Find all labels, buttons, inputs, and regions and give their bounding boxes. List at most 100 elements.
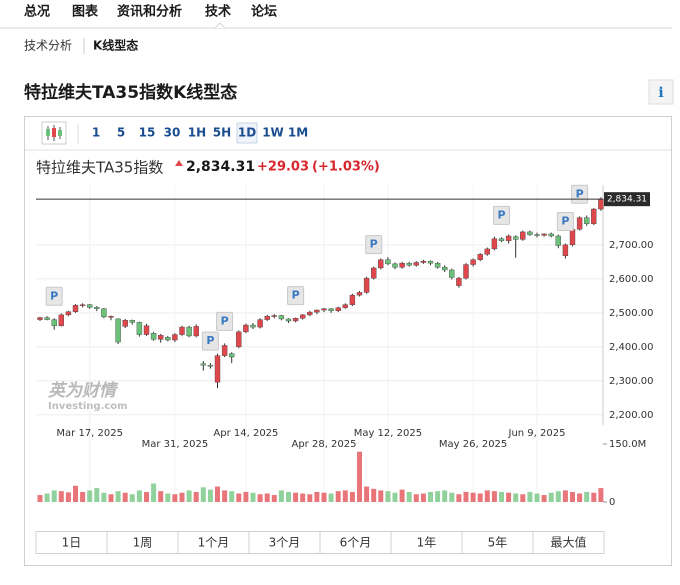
volume-bar [577, 493, 583, 502]
pattern-marker[interactable] [365, 235, 383, 255]
interval-button[interactable]: 1 [92, 126, 100, 140]
interval-button[interactable]: 30 [164, 126, 181, 140]
pattern-marker[interactable] [45, 286, 63, 306]
period-button[interactable]: 1周 [133, 536, 153, 550]
candle-body [413, 262, 419, 266]
volume-bar [129, 494, 135, 502]
volume-tick-label: 150.0M [609, 439, 646, 450]
info-icon: i [658, 85, 663, 101]
pattern-marker[interactable] [493, 205, 510, 225]
pattern-marker[interactable] [287, 286, 305, 306]
x-tick-label: Mar 17, 2025 [56, 428, 123, 439]
volume-bar [364, 486, 370, 502]
info-button[interactable] [648, 79, 674, 105]
price: 2,834.31 [186, 159, 255, 175]
candle-body [470, 259, 476, 265]
candle-body [122, 320, 128, 327]
pattern-marker[interactable] [556, 211, 574, 231]
instrument-name: 特拉维夫TA35指数 [36, 159, 163, 177]
volume-bar [499, 491, 504, 502]
candle-body [356, 292, 363, 296]
volume-bar [101, 492, 107, 502]
candle-body [576, 217, 583, 230]
candle-body [548, 233, 554, 237]
volume-bar [314, 491, 320, 502]
nav-tab[interactable]: 技术 [205, 4, 231, 20]
candle-body [86, 304, 93, 308]
candle-body [200, 363, 207, 366]
volume-bar [541, 495, 547, 502]
candle-body [44, 317, 50, 320]
volume-bar [243, 491, 249, 502]
nav-tab[interactable]: 资讯和分析 [117, 4, 182, 20]
volume-bar [463, 491, 469, 502]
volume-bar [236, 493, 242, 502]
nav-tab[interactable]: 图表 [72, 4, 99, 20]
pattern-label: P [370, 238, 378, 251]
volume-bar [37, 495, 43, 502]
candle-body [498, 238, 505, 241]
period-button[interactable]: 最大值 [550, 535, 586, 550]
pattern-label: P [206, 334, 214, 347]
candle-body [221, 345, 228, 356]
interval-button[interactable]: 1M [288, 126, 308, 140]
period-button[interactable]: 1日 [62, 536, 82, 550]
candle-body [115, 318, 121, 343]
candle-body [264, 316, 270, 320]
last-price-tag [604, 192, 650, 207]
interval-button[interactable]: 15 [139, 126, 156, 140]
candle-body [300, 314, 306, 319]
period-button[interactable]: 1年 [417, 536, 437, 550]
volume-bar [484, 490, 490, 502]
period-button[interactable]: 3个月 [269, 536, 301, 550]
volume-bar [151, 483, 157, 502]
volume-bar [278, 490, 284, 502]
volume-bar [51, 490, 57, 502]
volume-bar [264, 493, 270, 502]
period-button[interactable]: 6个月 [340, 536, 372, 550]
volume-bar [58, 491, 64, 502]
volume-bar [428, 491, 433, 502]
nav-tab[interactable]: 论坛 [251, 4, 277, 20]
volume-bar [200, 487, 206, 502]
volume-bar [257, 494, 263, 502]
candle-body [449, 269, 455, 278]
volume-bar [144, 491, 149, 502]
volume-bar [215, 486, 220, 502]
candle-body [157, 335, 164, 340]
period-button[interactable]: 1个月 [198, 536, 230, 550]
volume-bar [158, 491, 164, 502]
y-tick-label: 2,200.00 [609, 410, 654, 421]
volume-bar [385, 491, 391, 502]
interval-button[interactable]: 1H [188, 126, 206, 140]
interval-button[interactable]: 1D [238, 126, 256, 140]
interval-button[interactable]: 5H [213, 126, 231, 140]
volume-bar [449, 492, 455, 502]
pattern-marker[interactable] [201, 331, 219, 351]
candle-body [541, 233, 547, 236]
pattern-marker[interactable] [216, 311, 234, 331]
volume-bar [520, 494, 526, 502]
interval-button[interactable]: 5 [117, 126, 125, 140]
candle-body [129, 320, 136, 323]
candle-body [420, 260, 427, 263]
candle-body [335, 307, 341, 311]
breadcrumb-link[interactable]: 技术分析 [24, 39, 72, 53]
x-tick-label: Apr 28, 2025 [291, 439, 356, 450]
volume-bar [435, 491, 441, 502]
up-arrow [175, 160, 183, 166]
candle-body [193, 326, 199, 337]
interval-button[interactable]: 1W [262, 126, 284, 140]
x-tick-label: May 26, 2025 [439, 439, 507, 450]
candle-body [51, 319, 57, 326]
volume-bar [335, 491, 341, 502]
candle-body [250, 324, 256, 328]
period-button[interactable]: 5年 [488, 536, 508, 550]
candle-body [228, 353, 235, 358]
candle-body [371, 267, 377, 279]
volume-bar [286, 491, 291, 502]
candle-body [349, 294, 356, 305]
volume-bar [357, 451, 362, 502]
pattern-label: P [576, 187, 584, 200]
nav-tab[interactable]: 总况 [24, 4, 50, 20]
